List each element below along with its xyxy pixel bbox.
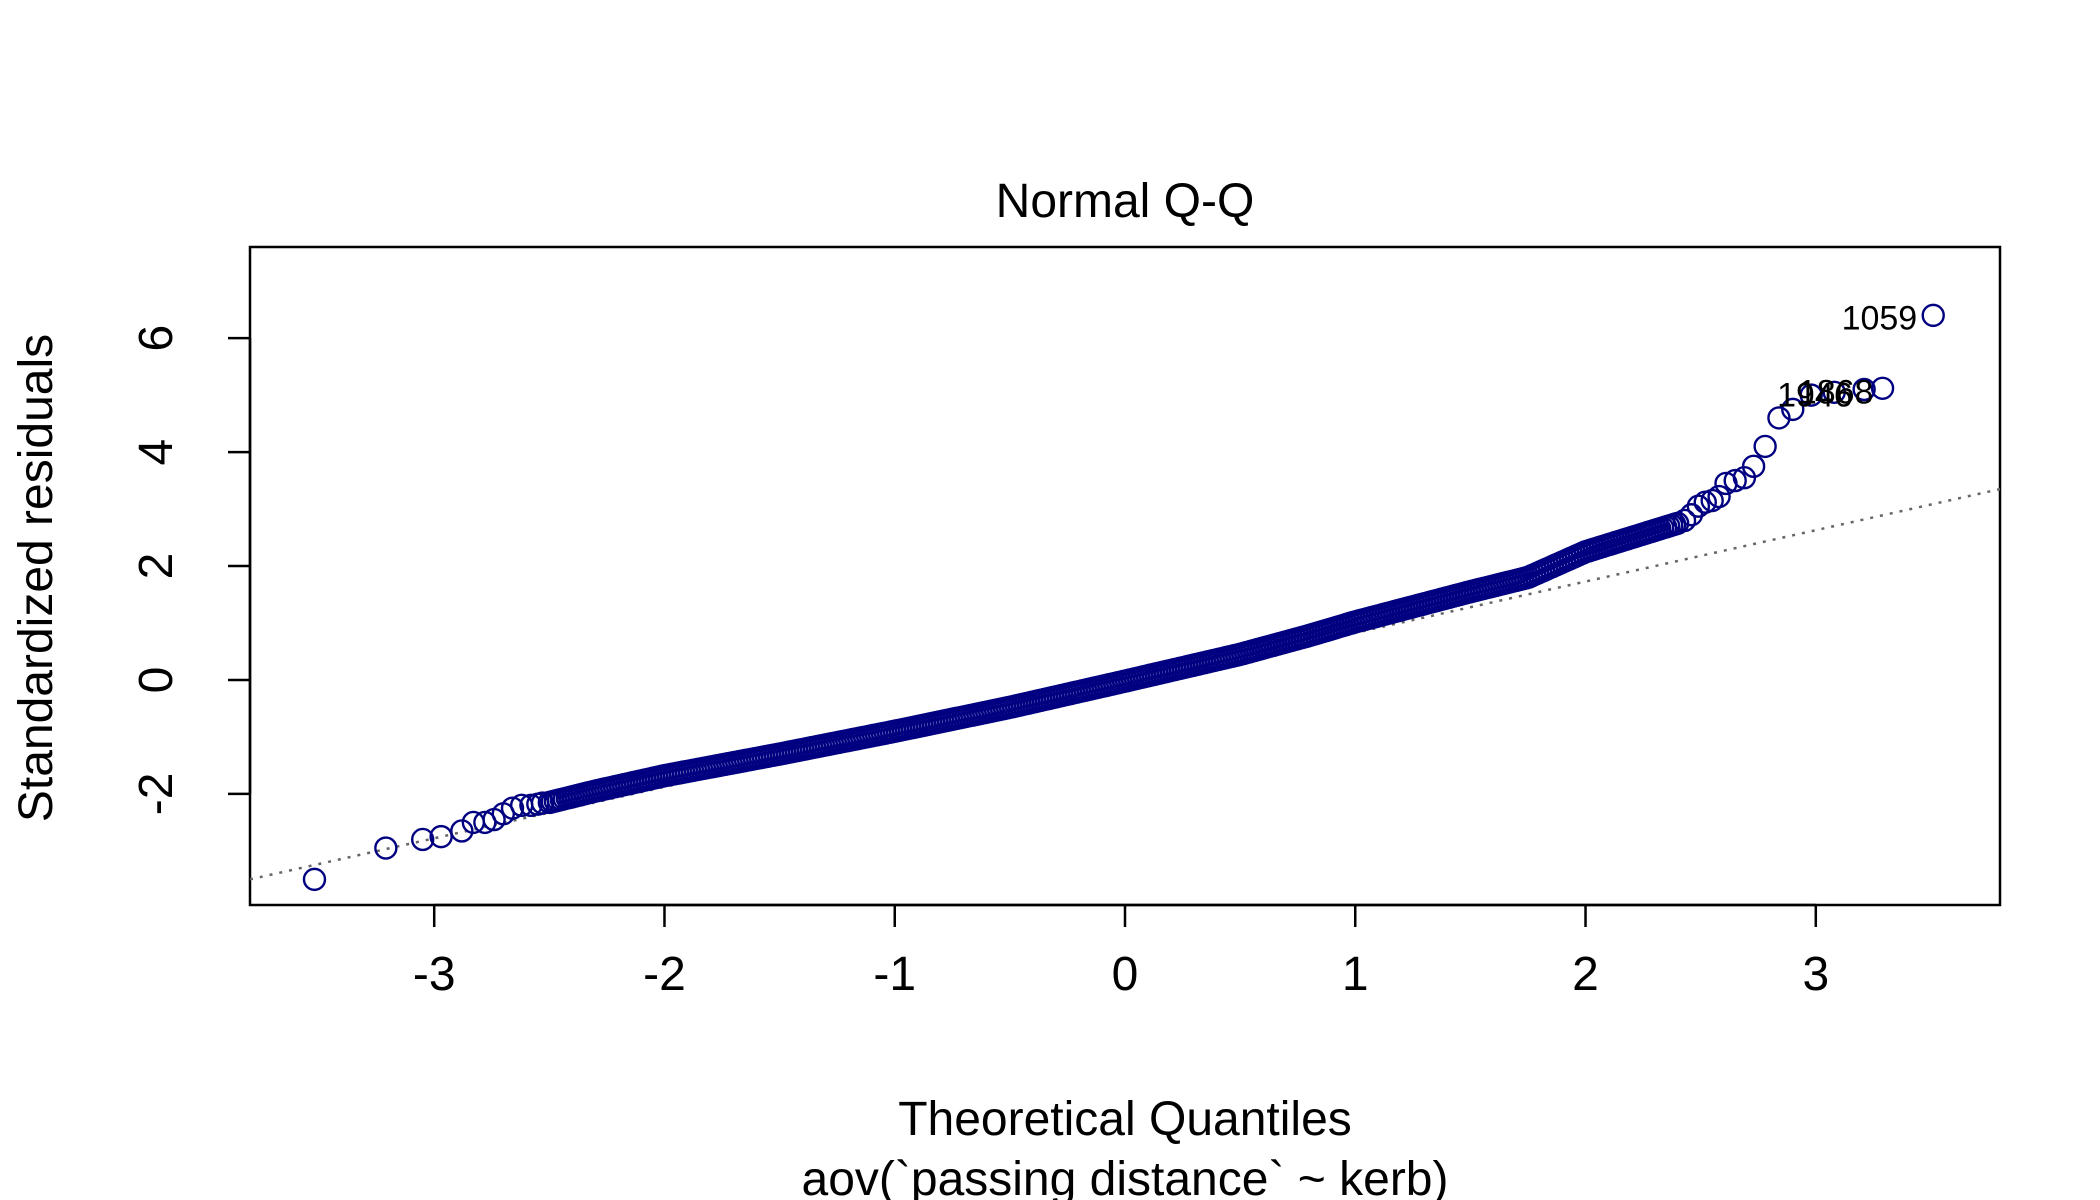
point-label: 1868 (1798, 373, 1874, 411)
data-point (1672, 508, 1697, 533)
y-tick-label: -2 (130, 773, 183, 816)
x-axis: -3 -2 -1 0 1 2 3 (413, 903, 1829, 1001)
points-layer (302, 303, 1945, 892)
x-tick-label: -2 (643, 948, 686, 1001)
x-tick-label: 3 (1802, 948, 1829, 1001)
data-point (1921, 303, 1945, 328)
point-label: 1946 (1777, 376, 1853, 414)
data-point (1781, 397, 1805, 422)
x-axis-title: Theoretical Quantiles (898, 1093, 1352, 1146)
plot-frame (248, 245, 2002, 907)
y-tick-label: 4 (130, 439, 183, 466)
y-tick-label: 0 (130, 667, 183, 694)
data-point (1679, 503, 1704, 527)
data-point (1707, 484, 1731, 509)
data-point (429, 824, 453, 849)
y-tick-label: 2 (130, 553, 183, 580)
data-point (302, 867, 327, 892)
x-tick-label: 0 (1112, 948, 1139, 1001)
data-point (1753, 434, 1777, 459)
data-point (410, 827, 435, 852)
data-point (1799, 383, 1823, 407)
data-point (500, 796, 525, 820)
chart-title: Normal Q-Q (996, 175, 1255, 228)
y-axis: -2 0 2 4 6 (130, 325, 252, 816)
data-point (374, 836, 398, 860)
x-tick-label: 2 (1572, 948, 1599, 1001)
data-point (1822, 380, 1846, 404)
y-axis-title: Standardized residuals (10, 334, 63, 822)
x-tick-label: 1 (1342, 948, 1369, 1001)
x-axis-subtitle: aov(`passing distance` ~ kerb) (802, 1153, 1449, 1200)
data-point (1852, 377, 1876, 402)
data-point (1741, 454, 1766, 479)
data-point (1767, 406, 1791, 430)
data-point (530, 791, 555, 815)
data-point (1870, 376, 1895, 400)
point-label: 1059 (1842, 299, 1918, 337)
x-tick-label: -1 (873, 948, 916, 1001)
data-point (1723, 468, 1747, 493)
x-tick-label: -3 (413, 948, 456, 1001)
y-tick-label: 6 (130, 325, 183, 352)
